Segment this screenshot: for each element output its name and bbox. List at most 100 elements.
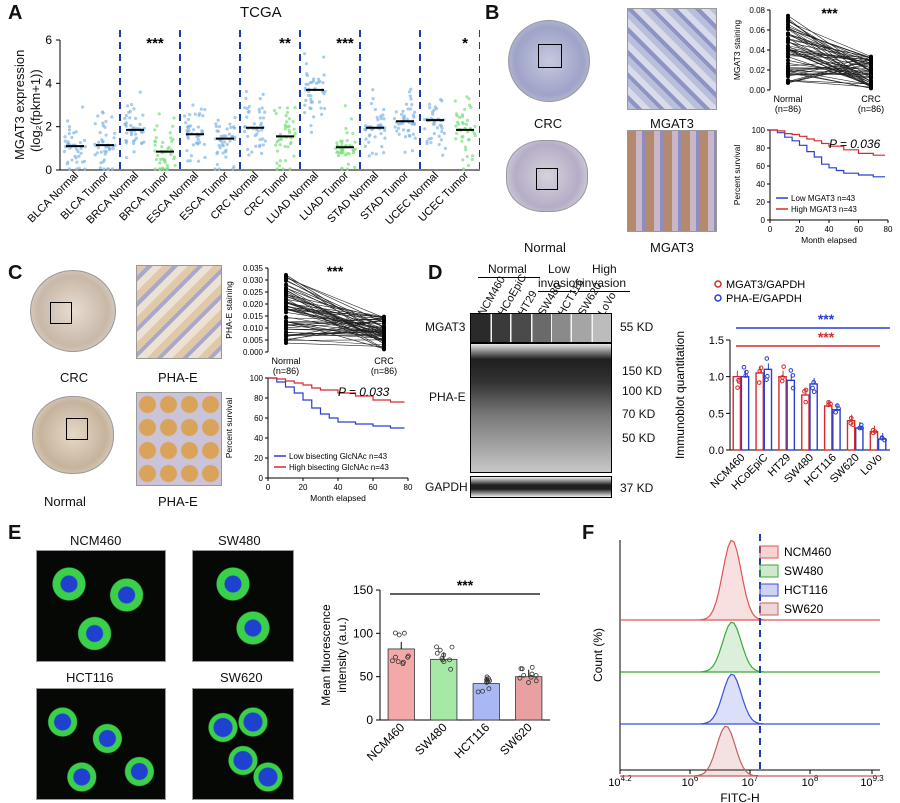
a-point	[432, 131, 437, 136]
a-point	[456, 122, 461, 126]
a-point	[186, 117, 190, 122]
a-point	[228, 122, 232, 126]
d-bar	[877, 438, 887, 451]
a-point	[317, 77, 321, 81]
d-point	[744, 369, 749, 375]
d-point	[790, 373, 796, 378]
a-point	[245, 115, 249, 119]
a-point	[74, 156, 78, 160]
panel-a-title: TCGA	[240, 4, 282, 21]
a-point	[469, 105, 473, 109]
d-point	[780, 375, 785, 380]
f-y-label: Count (%)	[591, 628, 605, 682]
a-point	[203, 107, 207, 112]
d-point	[859, 425, 864, 431]
panel-letter-b: B	[485, 2, 500, 24]
a-point	[310, 100, 314, 104]
a-point	[272, 108, 277, 113]
a-point	[463, 145, 468, 149]
a-point	[189, 124, 193, 128]
a-point	[351, 131, 355, 136]
a-point	[183, 114, 187, 118]
c1-pair-line	[285, 296, 385, 329]
a-point	[466, 163, 471, 167]
a-point	[67, 125, 71, 129]
b2-y-tick-label: 60	[756, 162, 765, 171]
a-point	[102, 158, 106, 162]
e-point	[533, 673, 539, 678]
a-point	[465, 154, 469, 159]
a-point	[189, 154, 193, 158]
a-point	[123, 116, 127, 120]
a-point	[401, 109, 405, 113]
panel-letter-e: E	[8, 522, 22, 544]
panel-b-normal-label: Normal	[524, 240, 566, 255]
a-point	[155, 124, 159, 128]
c1-point	[284, 287, 288, 292]
a-point	[406, 129, 410, 133]
c1-y-tick-label: 0.025	[243, 288, 264, 297]
a-point	[287, 117, 291, 121]
a-point	[406, 107, 410, 111]
a-point	[312, 77, 316, 81]
c1-point	[284, 307, 288, 312]
a-point	[244, 96, 248, 101]
b1-pair-line	[787, 21, 872, 57]
a-point	[344, 126, 348, 131]
a-point	[432, 121, 436, 125]
e-point	[401, 630, 407, 636]
d-bar	[801, 394, 810, 451]
a-significance: *	[462, 35, 468, 52]
a-point	[77, 166, 81, 170]
a-point	[171, 124, 175, 128]
b2-legend-label: Low MGAT3 n=43	[791, 194, 856, 203]
a-point	[186, 136, 190, 140]
a-point	[353, 140, 357, 144]
panel-letter-c: C	[8, 262, 23, 284]
c1-x-tick-label: Normal	[271, 356, 300, 366]
a-point	[129, 102, 134, 107]
a-point	[289, 140, 293, 145]
a-point	[464, 122, 468, 126]
b1-point	[786, 47, 790, 52]
a-point	[82, 138, 87, 143]
a-point	[259, 123, 263, 127]
a-point	[244, 89, 249, 94]
d-y-tick-label: 0.5	[709, 408, 724, 420]
a-point	[367, 154, 371, 158]
a-point	[216, 118, 220, 122]
a-point	[309, 94, 313, 98]
panel-b-normal-core-image	[506, 140, 588, 212]
a-point	[286, 145, 290, 149]
a-point	[196, 125, 201, 129]
e-bar	[472, 683, 500, 721]
d-point	[803, 387, 809, 393]
b1-y-label: MGAT3 staining	[732, 20, 742, 81]
a-point	[392, 117, 397, 121]
d-bar	[740, 375, 750, 451]
a-point	[191, 143, 196, 147]
a-point	[411, 132, 415, 136]
b1-point	[869, 65, 873, 70]
e-point	[528, 674, 534, 680]
d-significance-blue: ***	[818, 311, 835, 327]
a-point	[166, 166, 170, 171]
d-point	[858, 422, 864, 428]
a-point	[453, 99, 457, 103]
panel-c-crc-zoom-image	[136, 265, 222, 359]
c1-pair-line	[285, 293, 385, 337]
a-point	[321, 81, 325, 85]
a-point	[243, 129, 247, 134]
c1-y-tick-label: 0.000	[243, 348, 264, 357]
a-point	[274, 143, 278, 147]
a-point	[196, 159, 201, 163]
a-point	[311, 115, 316, 119]
b2-y-tick-label: 40	[756, 180, 765, 189]
panel-d-kd-55: 55 KD	[620, 320, 654, 334]
b1-pair-line	[787, 69, 872, 86]
a-point	[98, 166, 102, 170]
a-point	[199, 107, 203, 111]
a-point	[110, 167, 114, 171]
panel-c-normal-label: Normal	[44, 494, 86, 509]
a-point	[172, 116, 176, 120]
